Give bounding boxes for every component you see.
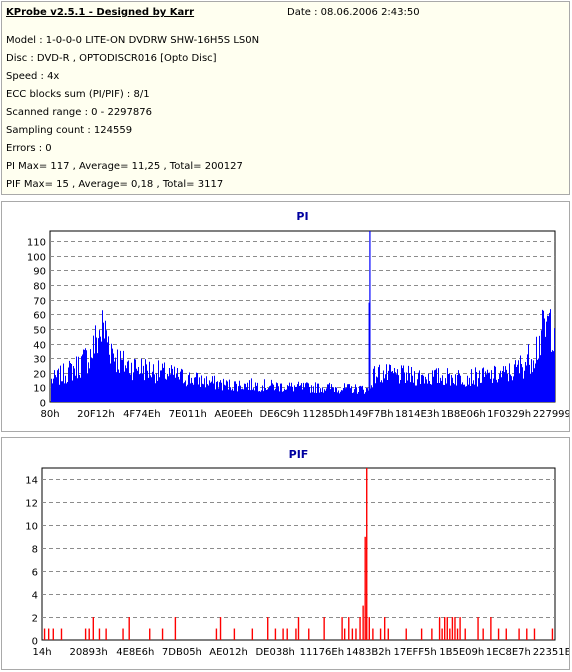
pif-y-tick-label: 8 (32, 545, 38, 556)
pi-x-tick-label: DE6C9h (260, 409, 300, 420)
pif-y-tick-label: 0 (32, 637, 38, 648)
pi-y-tick-label: 40 (33, 341, 46, 352)
pif-y-tick-label: 10 (25, 522, 38, 533)
pif-x-tick-label: 17EFF5h (393, 647, 436, 658)
pi-y-tick-label: 0 (40, 399, 46, 410)
pif-chart: PIF 0 2 4 6 8 10 12 14 14h 20893h 4E8E6h 7DB05h AE012… (25, 448, 572, 658)
pi-x-tick-label: 1814E3h (395, 409, 439, 420)
pif-y-tick-label: 12 (25, 499, 38, 510)
pi-chart: PI 0 10 20 30 40 50 60 70 80 90 100 110 80h 20F12h 4F74… (27, 210, 572, 420)
pif-y-tick-label: 4 (32, 591, 38, 602)
pi-x-tick-label: 1F0329h (487, 409, 531, 420)
pif-y-tick-label: 6 (32, 568, 38, 579)
pi-y-tick-label: 80 (33, 282, 46, 293)
pi-y-tick-label: 70 (33, 297, 46, 308)
pif-x-tick-label: 7DB05h (162, 647, 202, 658)
info-model: Model : 1-0-0-0 LITE-ON DVDRW SHW-16H5S … (6, 35, 260, 46)
info-pi-stats: PI Max= 117 , Average= 11,25 , Total= 20… (6, 161, 243, 172)
info-scanned-range: Scanned range : 0 - 2297876 (6, 107, 152, 118)
scan-date: Date : 08.06.2006 2:43:50 (287, 7, 420, 18)
info-ecc-sum: ECC blocks sum (PI/PIF) : 8/1 (6, 89, 150, 100)
info-errors: Errors : 0 (6, 143, 52, 154)
pif-x-tick-label: 14h (32, 647, 51, 658)
pi-chart-panel: PI 0 10 20 30 40 50 60 70 80 90 100 110 80h 20F12h 4F74… (1, 201, 572, 432)
pif-y-tick-label: 14 (25, 476, 38, 487)
pif-x-tick-label: 22351Eh (533, 647, 569, 658)
info-disc: Disc : DVD-R , OPTODISCR016 [Opto Disc] (6, 53, 217, 64)
pi-x-tick-label: 227999h (533, 409, 569, 420)
info-pif-stats: PIF Max= 15 , Average= 0,18 , Total= 311… (6, 179, 224, 190)
info-sampling-count: Sampling count : 124559 (6, 125, 133, 136)
info-panel: KProbe v2.5.1 - Designed by Karr Date : … (1, 1, 570, 195)
pif-x-tick-label: 1483B2h (346, 647, 391, 658)
pi-x-tick-label: 20F12h (77, 409, 115, 420)
pi-y-tick-label: 60 (33, 311, 46, 322)
pif-x-tick-label: 1EC8E7h (486, 647, 531, 658)
pi-x-tick-label: 7E011h (169, 409, 207, 420)
pi-y-tick-label: 30 (33, 355, 46, 366)
pi-y-tick-label: 100 (27, 253, 46, 264)
pi-y-tick-label: 50 (33, 326, 46, 337)
app-title: KProbe v2.5.1 - Designed by Karr (6, 7, 195, 18)
pi-y-tick-label: 10 (33, 384, 46, 395)
pi-x-tick-label: 80h (40, 409, 59, 420)
pif-y-tick-label: 2 (32, 614, 38, 625)
pi-chart-title: PI (296, 210, 308, 223)
pif-x-tick-label: DE038h (255, 647, 294, 658)
pi-x-tick-label: 11285Dh (303, 409, 349, 420)
pif-x-tick-label: AE012h (209, 647, 248, 658)
pif-x-tick-label: 11176Eh (300, 647, 344, 658)
pi-x-tick-label: AE0EEh (214, 409, 253, 420)
pi-y-tick-label: 110 (27, 238, 46, 249)
pif-chart-panel: PIF 0 2 4 6 8 10 12 14 14h 20893h 4E8E6h 7DB05h AE012… (1, 437, 572, 670)
pif-x-tick-label: 1B5E09h (439, 647, 484, 658)
pi-x-tick-label: 1B8E06h (441, 409, 486, 420)
pif-x-tick-label: 4E8E6h (116, 647, 154, 658)
pif-chart-title: PIF (289, 448, 309, 461)
pi-y-tick-label: 90 (33, 267, 46, 278)
pi-x-tick-label: 149F7Bh (349, 409, 393, 420)
pi-x-tick-label: 4F74Eh (123, 409, 161, 420)
pif-x-tick-label: 20893h (70, 647, 108, 658)
pi-y-tick-label: 20 (33, 370, 46, 381)
pif-plot-area (41, 467, 556, 641)
info-speed: Speed : 4x (6, 71, 60, 82)
